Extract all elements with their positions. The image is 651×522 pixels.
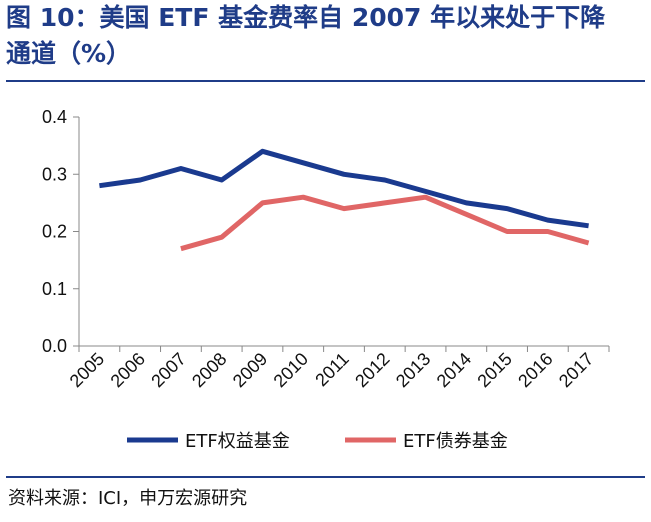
- x-tick-label: 2009: [229, 349, 271, 391]
- legend: ETF权益基金 ETF债券基金: [127, 431, 508, 452]
- y-tick-label: 0.1: [42, 279, 67, 299]
- series-line-2: [180, 194, 590, 252]
- x-tick-label: 2005: [66, 349, 108, 391]
- series-line-1: [99, 148, 589, 229]
- title-line-1: 图 10：美国 ETF 基金费率自 2007 年以来处于下降: [6, 3, 606, 32]
- bottom-rule: [6, 476, 645, 478]
- x-tick-label: 2011: [311, 349, 353, 391]
- y-axis-ticks: 0.0 0.1 0.2 0.3 0.4: [42, 107, 79, 356]
- x-tick-label: 2012: [351, 349, 393, 391]
- series-group: [99, 148, 590, 252]
- legend-label-2: ETF债券基金: [403, 431, 508, 452]
- x-tick-label: 2008: [188, 349, 230, 391]
- x-tick-label: 2006: [107, 349, 149, 391]
- legend-label-1: ETF权益基金: [185, 431, 290, 452]
- y-tick-label: 0.3: [42, 164, 67, 184]
- x-tick-label: 2015: [473, 349, 515, 391]
- x-tick-label: 2007: [147, 349, 189, 391]
- source-note: 资料来源：ICI，申万宏源研究: [8, 488, 248, 509]
- x-tick-label: 2013: [392, 349, 434, 391]
- y-tick-label: 0.4: [42, 107, 67, 127]
- y-tick-label: 0.0: [42, 336, 67, 356]
- chart-title: 图 10：美国 ETF 基金费率自 2007 年以来处于下降 通道（%）: [6, 0, 646, 72]
- top-rule: [6, 80, 645, 82]
- x-tick-label: 2017: [555, 349, 597, 391]
- y-tick-label: 0.2: [42, 222, 67, 242]
- x-tick-label: 2010: [270, 349, 312, 391]
- x-tick-label: 2016: [514, 349, 556, 391]
- x-tick-label: 2014: [433, 349, 475, 391]
- title-line-2: 通道（%）: [6, 39, 132, 68]
